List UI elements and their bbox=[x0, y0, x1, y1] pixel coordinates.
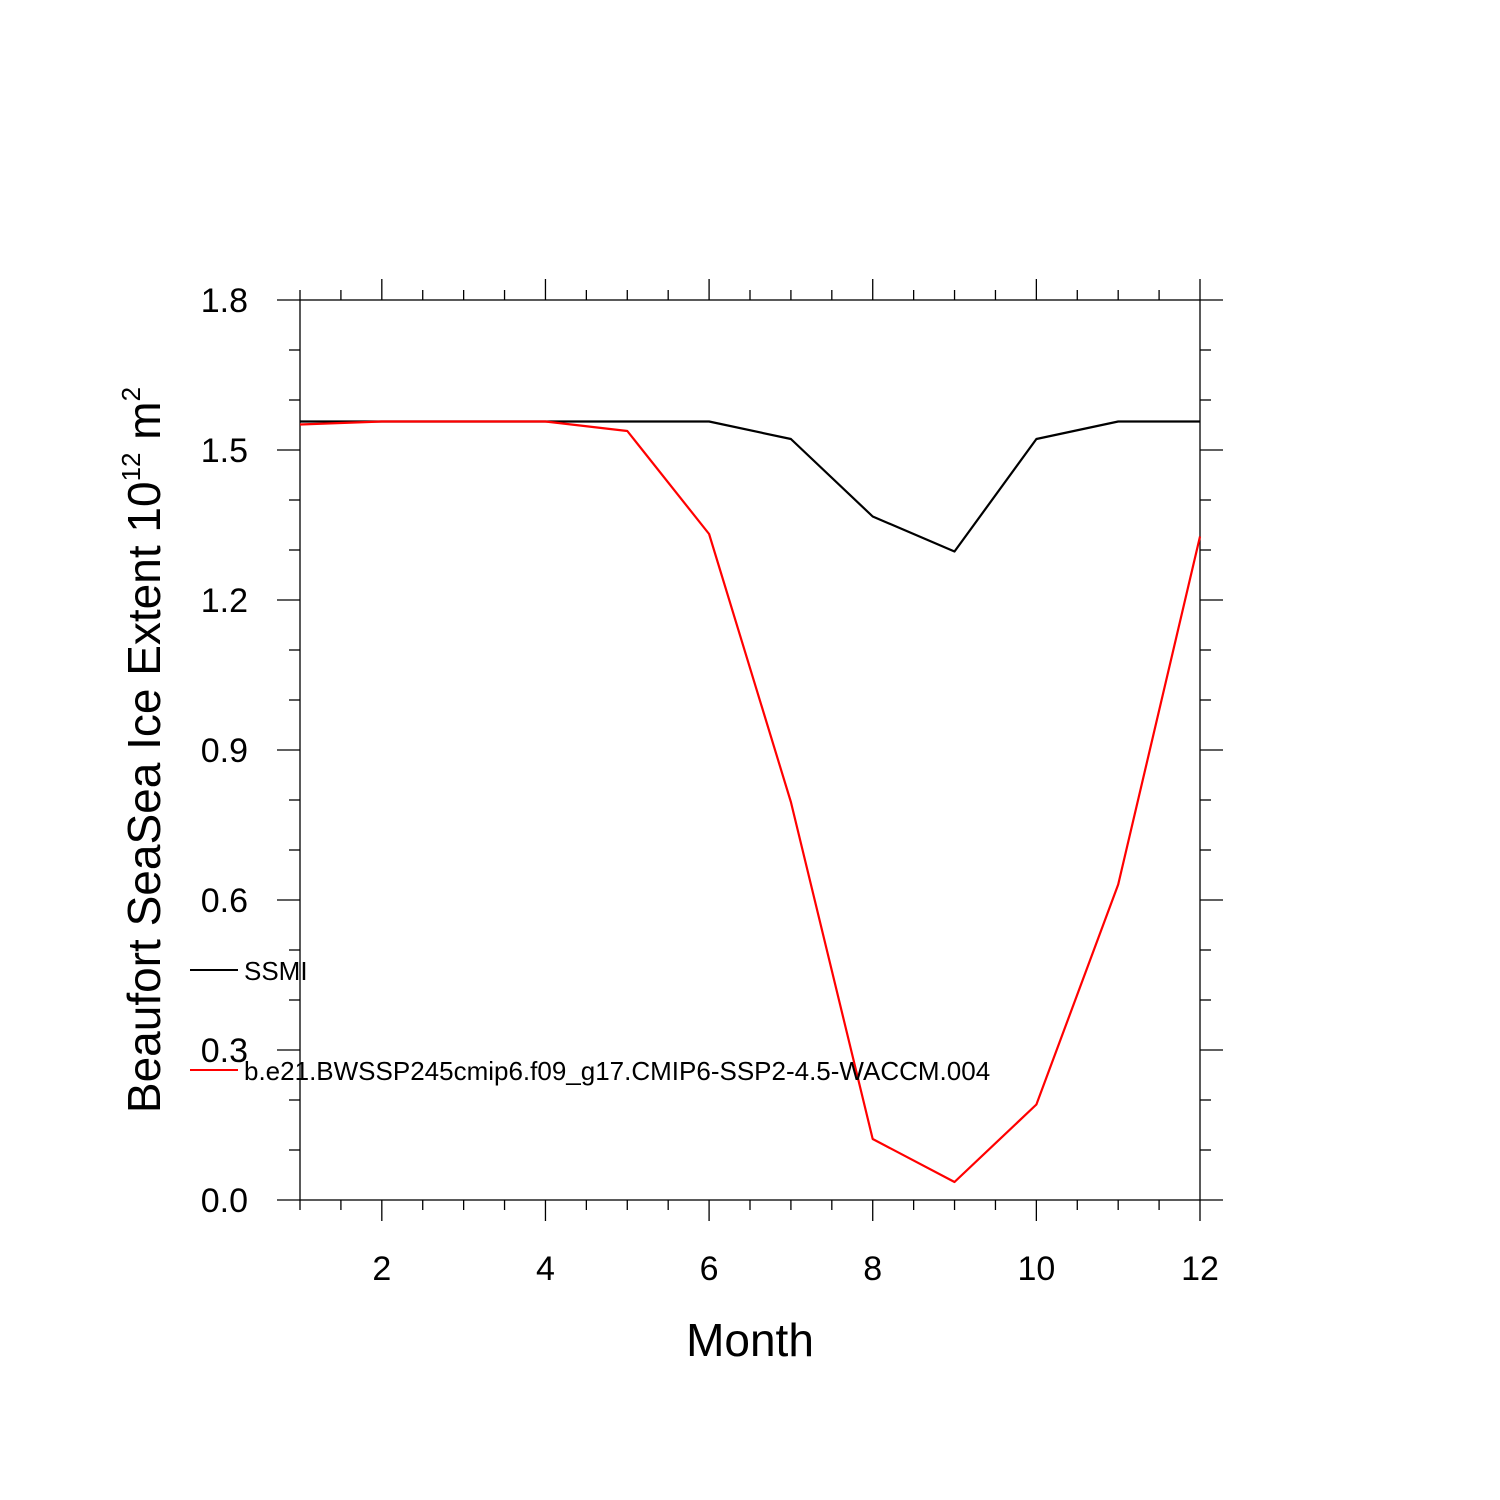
tick-labels: 2 4 6 8 10 12 0.0 0.3 0.6 0.9 1.2 1.5 1.8 bbox=[201, 282, 1219, 1288]
y-tick-label: 1.8 bbox=[201, 282, 248, 320]
x-tick-label: 4 bbox=[536, 1250, 555, 1288]
y-tick-label: 1.5 bbox=[201, 432, 248, 470]
legend: SSMI b.e21.BWSSP245cmip6.f09_g17.CMIP6-S… bbox=[190, 956, 990, 1086]
x-tick-label: 12 bbox=[1181, 1250, 1219, 1288]
y-tick-label: 0.3 bbox=[201, 1032, 248, 1070]
axis-ticks bbox=[277, 279, 1223, 1221]
y-tick-label: 0.6 bbox=[201, 882, 248, 920]
legend-label-waccm: b.e21.BWSSP245cmip6.f09_g17.CMIP6-SSP2-4… bbox=[244, 1056, 990, 1086]
x-tick-label: 2 bbox=[372, 1250, 391, 1288]
x-tick-label: 8 bbox=[863, 1250, 882, 1288]
y-tick-label: 0.9 bbox=[201, 732, 248, 770]
series-lines bbox=[299, 420, 1202, 1184]
y-tick-label: 1.2 bbox=[201, 582, 248, 620]
x-tick-label: 6 bbox=[700, 1250, 719, 1288]
legend-label-ssmi: SSMI bbox=[244, 956, 308, 986]
series-line-ssmi bbox=[300, 420, 1200, 553]
y-axis-title: Beaufort SeaSea Ice Extent 1012 m2 bbox=[116, 387, 170, 1113]
x-tick-label: 10 bbox=[1017, 1250, 1055, 1288]
series-line-waccm bbox=[299, 420, 1202, 1184]
y-tick-label: 0.0 bbox=[201, 1182, 248, 1220]
x-axis-title: Month bbox=[686, 1314, 814, 1366]
